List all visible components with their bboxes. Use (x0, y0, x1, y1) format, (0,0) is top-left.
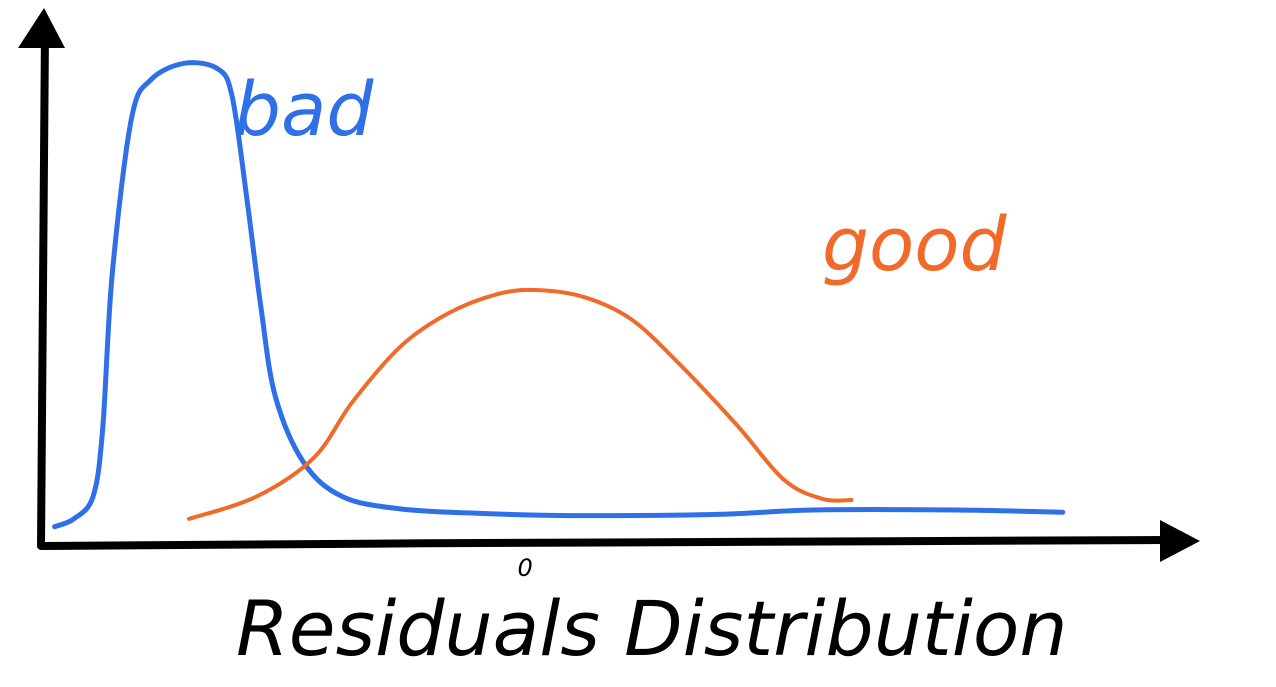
y-axis-arrowhead (18, 8, 65, 48)
series-label-good: good (822, 202, 1008, 288)
series-label-bad: bad (234, 67, 374, 153)
x-axis-line (41, 536, 1170, 550)
series-line-good (187, 287, 854, 521)
labels-layer: bad good 0 Residuals Distribution (234, 67, 1068, 673)
series-line-bad (52, 60, 1066, 530)
origin-dot (39, 542, 47, 550)
axes (18, 8, 1200, 562)
x-axis-arrowhead (1160, 520, 1200, 562)
x-axis-title: Residuals Distribution (236, 584, 1068, 673)
series-layer (52, 60, 1066, 530)
y-axis-line (37, 26, 49, 550)
x-tick-label-zero: 0 (517, 554, 532, 582)
